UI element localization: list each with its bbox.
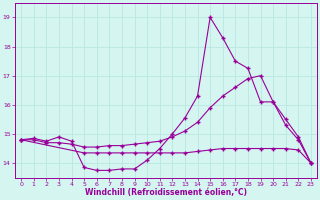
X-axis label: Windchill (Refroidissement éolien,°C): Windchill (Refroidissement éolien,°C) [85, 188, 247, 197]
